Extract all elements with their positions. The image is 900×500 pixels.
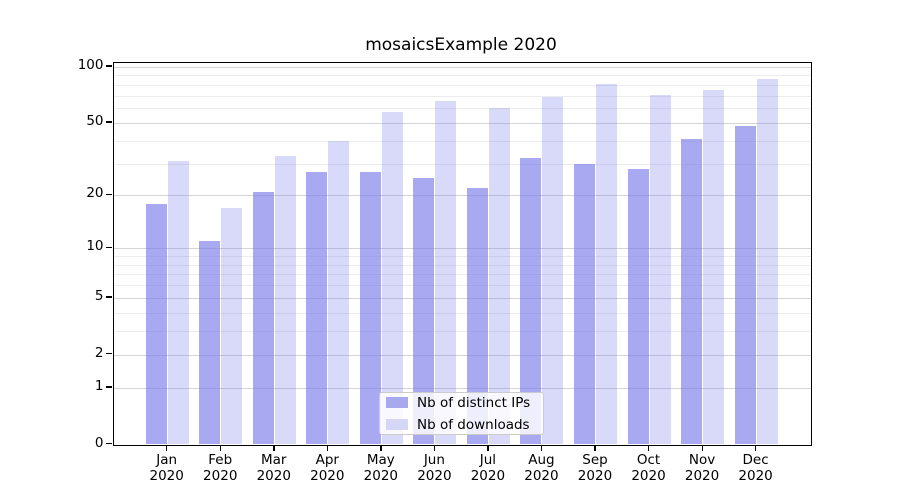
gridline-7 [113,274,811,276]
x-tick-mark-jan [166,445,168,451]
bar-nov-downloads [703,90,725,445]
bar-mar-ips [252,191,274,445]
plot-area [112,62,812,446]
x-tick-mark-jun [433,445,436,451]
gridline-60 [113,108,811,110]
y-tick-mark-20 [106,193,112,196]
x-tick-mark-apr [326,445,329,451]
y-tick-mark-2 [106,353,112,355]
bar-jan-ips [145,203,167,445]
bar-aug-downloads [542,96,564,445]
bar-apr-ips [306,171,328,445]
x-tick-label-apr: Apr 2020 [310,451,345,484]
x-tick-mark-mar [273,445,275,451]
x-tick-label-jun: Jun 2020 [417,451,452,484]
gridline-8 [113,264,811,266]
y-tick-mark-100 [106,65,112,67]
bar-jun-ips [413,177,435,445]
legend-item-distinct-ips: Nb of distinct IPs [386,395,537,411]
gridline-5 [113,297,811,299]
bar-nov-ips [681,138,703,445]
x-tick-label-sep: Sep 2020 [577,451,613,484]
gridline-50 [113,122,811,124]
x-tick-label-jul: Jul 2020 [470,451,506,484]
bar-dec-ips [734,126,756,445]
bar-jul-ips [466,187,488,445]
y-tick-label-10: 10 [86,238,104,255]
x-tick-label-feb: Feb 2020 [203,451,238,484]
bar-aug-ips [520,158,542,445]
x-tick-mark-dec [755,445,757,451]
bar-jul-downloads [488,108,510,445]
y-tick-mark-10 [106,246,112,249]
bar-mar-downloads [274,156,296,445]
x-tick-mark-aug [540,445,543,451]
y-tick-label-5: 5 [94,287,104,304]
gridline-100 [113,66,811,68]
y-tick-mark-0 [106,443,112,445]
x-tick-mark-feb [219,445,222,451]
gridline-10 [113,248,811,250]
gridline-6 [113,285,811,287]
gridline-70 [113,95,811,97]
bar-feb-downloads [221,208,243,445]
gridline-80 [113,85,811,86]
chart-title: mosaicsExample 2020 [365,35,557,55]
x-tick-mark-sep [594,445,596,451]
y-tick-label-0: 0 [94,434,104,451]
gridline-20 [113,195,811,197]
y-tick-mark-1 [106,386,112,388]
y-tick-mark-50 [106,121,112,123]
x-tick-label-aug: Aug 2020 [524,451,559,484]
x-tick-label-jan: Jan 2020 [149,451,184,484]
y-tick-label-50: 50 [86,112,104,129]
gridline-4 [113,312,811,314]
bar-oct-ips [627,169,649,445]
bar-jun-downloads [435,100,457,445]
y-tick-label-2: 2 [94,344,104,361]
x-tick-label-nov: Nov 2020 [684,451,720,484]
gridline-30 [113,163,811,165]
gridline-3 [113,331,811,333]
bar-sep-downloads [595,84,617,445]
x-tick-mark-nov [701,445,703,451]
legend-label-downloads: Nb of downloads [417,416,530,433]
x-tick-mark-jul [487,445,489,451]
y-tick-label-20: 20 [86,185,104,202]
gridline-2 [113,354,811,356]
bar-apr-downloads [328,140,350,445]
gridline-90 [113,75,811,77]
legend-swatch-distinct-ips [386,397,408,408]
bar-jan-downloads [167,160,189,445]
x-tick-mark-oct [648,445,650,451]
legend: Nb of distinct IPs Nb of downloads [379,392,544,435]
y-tick-label-100: 100 [77,56,104,73]
bar-oct-downloads [649,94,671,445]
gridline-40 [113,140,811,142]
legend-swatch-downloads [386,419,408,430]
gridline-9 [113,256,811,258]
gridline-1 [113,387,811,389]
x-tick-label-oct: Oct 2020 [631,451,666,484]
y-tick-label-1: 1 [94,377,104,394]
y-tick-mark-5 [106,296,112,298]
bar-sep-ips [573,163,595,445]
bar-feb-ips [199,241,221,445]
bar-may-downloads [381,112,403,445]
legend-label-distinct-ips: Nb of distinct IPs [417,394,531,411]
bar-dec-downloads [756,79,778,445]
x-tick-mark-may [380,445,382,451]
bar-may-ips [359,171,381,445]
x-tick-label-mar: Mar 2020 [256,451,291,484]
legend-item-downloads: Nb of downloads [386,417,537,433]
x-tick-label-dec: Dec 2020 [738,451,773,484]
x-tick-label-may: May 2020 [363,451,399,484]
